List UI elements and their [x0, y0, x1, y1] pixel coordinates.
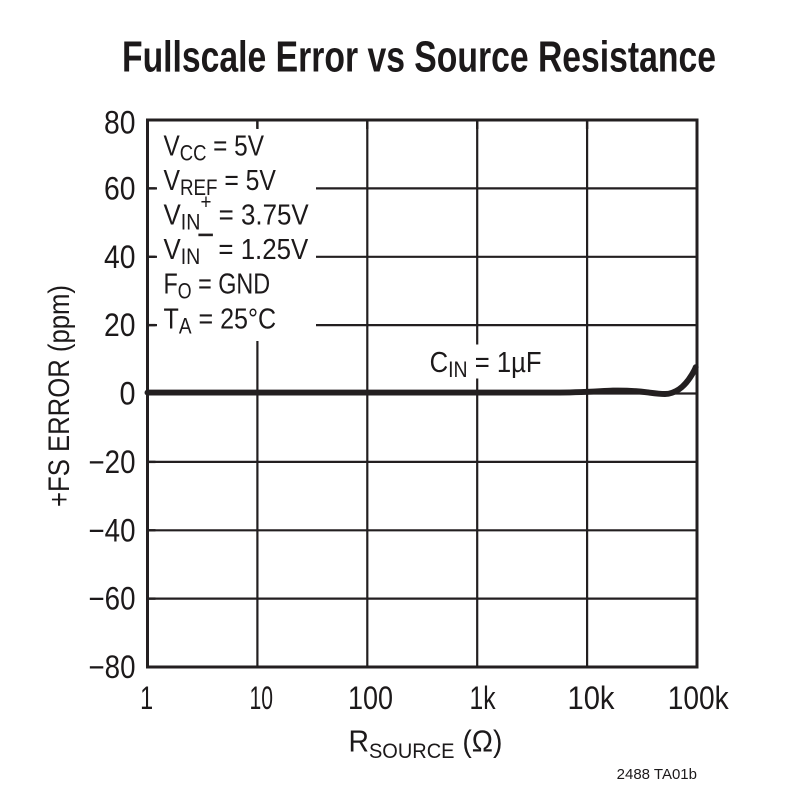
svg-text:100: 100 — [348, 680, 393, 716]
svg-text:RSOURCE (Ω): RSOURCE (Ω) — [349, 724, 503, 763]
svg-text:VCC = 5V: VCC = 5V — [164, 129, 265, 165]
svg-text:10: 10 — [250, 680, 274, 716]
svg-text:−40: −40 — [89, 512, 136, 548]
svg-text:20: 20 — [104, 307, 136, 343]
svg-text:−80: −80 — [89, 649, 136, 685]
svg-text:1: 1 — [140, 680, 153, 716]
svg-text:0: 0 — [120, 376, 136, 412]
svg-text:40: 40 — [104, 239, 136, 275]
svg-text:80: 80 — [104, 105, 136, 141]
svg-text:60: 60 — [104, 170, 136, 206]
svg-text:−20: −20 — [89, 444, 136, 480]
svg-text:10k: 10k — [568, 680, 616, 716]
svg-text:1k: 1k — [470, 680, 497, 716]
svg-text:Fullscale Error vs Source Resi: Fullscale Error vs Source Resistance — [122, 34, 716, 82]
svg-text:CIN = 1µF: CIN = 1µF — [430, 346, 542, 383]
svg-text:+FS ERROR (ppm): +FS ERROR (ppm) — [43, 285, 76, 507]
svg-text:−60: −60 — [89, 581, 136, 617]
svg-text:100k: 100k — [668, 680, 730, 716]
svg-text:2488 TA01b: 2488 TA01b — [617, 766, 697, 783]
